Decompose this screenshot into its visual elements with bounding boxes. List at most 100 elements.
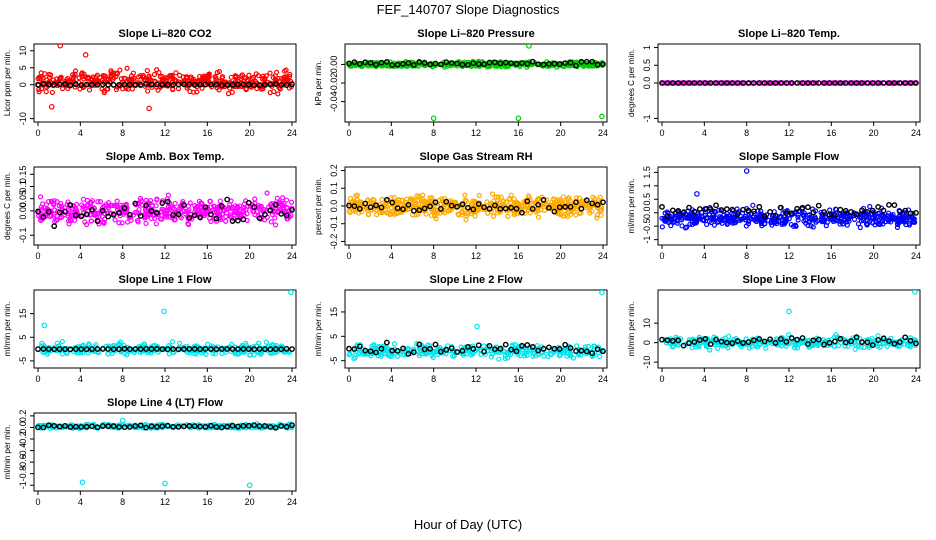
outlier-point xyxy=(246,482,253,489)
data-point xyxy=(51,422,58,429)
data-point xyxy=(362,200,369,207)
data-point xyxy=(704,221,710,228)
x-tick-label: 24 xyxy=(911,128,921,138)
data-point xyxy=(532,353,539,359)
data-point xyxy=(513,205,520,212)
data-point xyxy=(190,89,197,95)
x-tick-label: 0 xyxy=(659,128,664,138)
data-point xyxy=(405,201,412,208)
data-point xyxy=(794,345,801,351)
data-point xyxy=(378,345,385,352)
data-point xyxy=(754,344,760,350)
x-tick-label: 16 xyxy=(826,251,836,261)
data-point xyxy=(454,60,460,67)
data-point xyxy=(80,203,86,210)
data-point xyxy=(562,60,569,67)
data-point xyxy=(783,338,790,345)
data-point xyxy=(59,204,65,210)
data-point xyxy=(877,344,883,350)
data-point xyxy=(159,346,166,352)
data-point xyxy=(143,81,149,87)
data-point xyxy=(155,87,161,93)
data-point xyxy=(597,194,603,200)
data-point xyxy=(668,223,674,229)
data-point xyxy=(910,215,916,221)
data-point xyxy=(437,348,443,354)
data-point xyxy=(46,79,52,85)
data-point xyxy=(159,206,165,212)
data-point xyxy=(78,82,85,89)
data-point xyxy=(86,341,92,347)
data-point xyxy=(410,62,417,68)
data-point xyxy=(535,201,542,208)
data-point xyxy=(820,218,826,224)
data-point xyxy=(35,424,41,431)
data-point xyxy=(492,346,498,353)
data-point xyxy=(696,337,703,343)
y-tick-label: 5 xyxy=(18,65,28,70)
data-point xyxy=(218,82,225,89)
data-point xyxy=(99,81,106,88)
data-point xyxy=(108,203,114,209)
data-point xyxy=(278,346,285,353)
data-point xyxy=(37,194,44,200)
data-point xyxy=(729,80,736,86)
data-point xyxy=(842,80,849,86)
data-point xyxy=(535,347,542,354)
y-tick-label: -0.4 xyxy=(18,443,28,459)
x-tick-label: 20 xyxy=(556,251,566,261)
data-point xyxy=(283,197,290,203)
data-point xyxy=(83,81,90,88)
data-point xyxy=(181,423,187,430)
data-point xyxy=(540,345,547,352)
data-point xyxy=(278,423,285,429)
data-point xyxy=(110,82,117,88)
data-point xyxy=(659,224,665,230)
x-tick-label: 16 xyxy=(202,128,212,138)
y-tick-label: -5 xyxy=(329,357,339,365)
data-point xyxy=(494,210,500,216)
data-point xyxy=(902,334,909,341)
data-point xyxy=(486,205,493,212)
data-point xyxy=(793,223,799,229)
data-point xyxy=(506,351,512,357)
data-point xyxy=(278,210,285,217)
data-point xyxy=(62,81,68,87)
x-tick-label: 8 xyxy=(431,374,436,384)
data-point xyxy=(116,220,122,226)
data-point xyxy=(497,345,504,352)
data-point xyxy=(362,347,369,354)
data-point xyxy=(669,80,676,86)
data-point xyxy=(679,215,685,221)
data-point xyxy=(578,205,585,212)
data-point xyxy=(551,197,557,203)
data-point xyxy=(786,216,792,222)
y-tick-label: 0.0 xyxy=(329,200,339,213)
data-point xyxy=(590,353,596,359)
data-point xyxy=(745,80,752,86)
data-point xyxy=(59,351,65,357)
data-point xyxy=(79,70,85,76)
data-point xyxy=(89,206,95,213)
y-tick-label: -0.8 xyxy=(18,466,28,482)
data-point xyxy=(89,423,95,430)
data-point xyxy=(807,218,813,224)
data-point xyxy=(219,75,225,81)
data-point xyxy=(662,337,668,343)
data-point xyxy=(233,73,239,80)
data-point xyxy=(383,59,390,65)
data-point xyxy=(427,345,433,352)
data-point xyxy=(119,209,125,216)
y-tick-label: 0.5 xyxy=(642,59,652,72)
data-point xyxy=(197,346,204,353)
y-tick-label: -10 xyxy=(18,112,28,125)
data-point xyxy=(110,423,117,430)
data-point xyxy=(490,213,497,220)
data-point xyxy=(110,346,117,353)
data-point xyxy=(43,89,49,95)
data-point xyxy=(400,345,406,352)
data-point xyxy=(410,346,417,352)
data-point xyxy=(388,205,394,211)
panel-10: Slope Line 4 (LT) Flow ml/min per min. 0 4 8… xyxy=(3,397,297,507)
data-point xyxy=(175,423,182,430)
